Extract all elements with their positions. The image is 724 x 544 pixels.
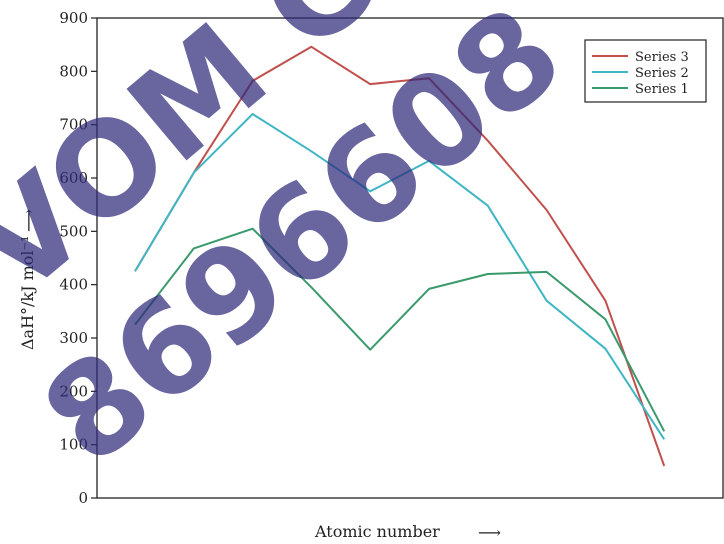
- y-tick-label-400: 400: [59, 276, 88, 294]
- watermark: VOM C 8696608: [0, 0, 590, 494]
- y-axis-label: ΔaH°/kJ mol⁻¹: [18, 236, 37, 350]
- y-tick-label-900: 900: [59, 9, 88, 27]
- y-tick-label-300: 300: [59, 329, 88, 347]
- y-tick-label-500: 500: [59, 222, 88, 240]
- y-tick-label-600: 600: [59, 169, 88, 187]
- plot-frame: [96, 17, 724, 499]
- legend: Series 3 Series 2 Series 1: [584, 39, 707, 103]
- y-tick-label-200: 200: [59, 382, 88, 400]
- y-axis-arrow: ⟶: [19, 209, 38, 232]
- legend-label-series-1: Series 1: [635, 82, 689, 97]
- series-lines: [134, 45, 666, 467]
- legend-label-series-2: Series 2: [635, 66, 689, 81]
- series-line-series-2: [134, 113, 666, 440]
- x-axis-arrow: ⟶: [478, 523, 501, 542]
- series-line-series-1: [134, 227, 666, 432]
- y-axis-ticks: 0 100 200 300 400 500 600 700 800 900: [59, 9, 97, 507]
- y-tick-label-0: 0: [78, 489, 88, 507]
- series-line-series-3: [134, 45, 666, 467]
- legend-label-series-3: Series 3: [635, 50, 689, 65]
- y-tick-label-800: 800: [59, 62, 88, 80]
- y-tick-label-100: 100: [59, 436, 88, 454]
- y-tick-label-700: 700: [59, 116, 88, 134]
- x-axis-label: Atomic number: [314, 522, 440, 541]
